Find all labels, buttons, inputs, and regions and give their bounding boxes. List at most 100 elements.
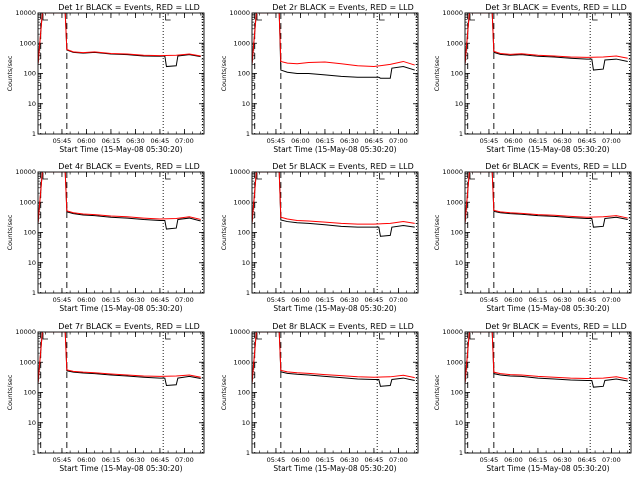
lld-series-line bbox=[252, 13, 415, 68]
x-tick-label: 05:45 bbox=[267, 296, 286, 304]
x-tick-label: 06:45 bbox=[151, 456, 170, 464]
y-axis-label: Counts/sec bbox=[433, 374, 441, 410]
x-tick-label: 07:00 bbox=[389, 456, 408, 464]
x-tick-label: 07:00 bbox=[602, 296, 621, 304]
chart-panel: Det 8r BLACK = Events, RED = LLD Counts/s… bbox=[220, 322, 419, 473]
chart-panel: Det 1r BLACK = Events, RED = LLD Counts/s… bbox=[6, 3, 205, 154]
x-tick-label: 06:30 bbox=[553, 456, 572, 464]
y-axis-label: Counts/sec bbox=[6, 214, 14, 250]
events-series-line bbox=[465, 332, 628, 388]
chart-title: Det 6r BLACK = Events, RED = LLD bbox=[485, 162, 627, 171]
x-tick-label: 05:45 bbox=[480, 137, 499, 145]
x-tick-label: 06:45 bbox=[365, 456, 384, 464]
chart-title: Det 5r BLACK = Events, RED = LLD bbox=[272, 162, 414, 171]
x-tick-label: 07:00 bbox=[602, 456, 621, 464]
chart-panel: Det 9r BLACK = Events, RED = LLD Counts/s… bbox=[433, 322, 632, 473]
x-tick-label: 06:00 bbox=[77, 456, 96, 464]
y-tick-label: 100 bbox=[24, 389, 36, 397]
y-tick-label: 1 bbox=[459, 289, 463, 297]
y-tick-label: 100 bbox=[451, 70, 463, 78]
x-tick-label: 06:15 bbox=[102, 137, 121, 145]
x-axis-label: Start Time (15-May-08 05:30:20) bbox=[486, 304, 609, 313]
x-axis-label: Start Time (15-May-08 05:30:20) bbox=[59, 145, 182, 154]
x-tick-label: 07:00 bbox=[175, 296, 194, 304]
x-tick-label: 06:15 bbox=[529, 456, 548, 464]
y-tick-label: 100 bbox=[238, 229, 250, 237]
x-tick-label: 05:45 bbox=[267, 456, 286, 464]
x-tick-label: 06:30 bbox=[126, 456, 145, 464]
events-series-line bbox=[465, 13, 628, 71]
x-tick-label: 06:00 bbox=[504, 456, 523, 464]
x-tick-label: 06:00 bbox=[291, 296, 310, 304]
x-tick-label: 06:15 bbox=[529, 137, 548, 145]
events-series-line bbox=[465, 172, 628, 228]
chart-panel: Det 2r BLACK = Events, RED = LLD Counts/s… bbox=[220, 3, 419, 154]
x-tick-label: 06:45 bbox=[151, 137, 170, 145]
top-bracket-mark bbox=[379, 333, 385, 340]
x-tick-label: 06:00 bbox=[504, 296, 523, 304]
y-tick-label: 1000 bbox=[19, 39, 36, 47]
y-tick-label: 1000 bbox=[19, 358, 36, 366]
y-tick-label: 1000 bbox=[19, 198, 36, 206]
y-tick-label: 10 bbox=[455, 259, 463, 267]
x-tick-label: 06:45 bbox=[365, 296, 384, 304]
x-axis-label: Start Time (15-May-08 05:30:20) bbox=[59, 464, 182, 473]
top-bracket-mark bbox=[42, 173, 48, 180]
x-tick-label: 06:15 bbox=[316, 296, 335, 304]
top-bracket-mark bbox=[592, 173, 598, 180]
top-bracket-mark bbox=[592, 14, 598, 21]
y-tick-label: 100 bbox=[24, 70, 36, 78]
x-tick-label: 06:30 bbox=[340, 456, 359, 464]
y-tick-label: 10000 bbox=[15, 9, 36, 17]
x-tick-label: 06:15 bbox=[316, 137, 335, 145]
lld-series-line bbox=[38, 13, 201, 65]
y-tick-label: 100 bbox=[451, 229, 463, 237]
x-tick-label: 06:45 bbox=[578, 296, 597, 304]
top-bracket-mark bbox=[165, 333, 171, 340]
plot-frame bbox=[464, 331, 632, 454]
top-bracket-mark bbox=[379, 14, 385, 21]
x-tick-label: 06:30 bbox=[126, 137, 145, 145]
events-series-line bbox=[252, 332, 415, 387]
y-axis-label: Counts/sec bbox=[433, 214, 441, 250]
chart-title: Det 1r BLACK = Events, RED = LLD bbox=[58, 3, 200, 12]
y-tick-label: 1000 bbox=[233, 39, 250, 47]
top-bracket-mark bbox=[165, 173, 171, 180]
x-tick-label: 06:00 bbox=[504, 137, 523, 145]
plot-frame bbox=[37, 171, 205, 294]
top-bracket-mark bbox=[42, 14, 48, 21]
x-tick-label: 06:45 bbox=[365, 137, 384, 145]
plot-frame bbox=[37, 331, 205, 454]
x-tick-label: 06:15 bbox=[102, 296, 121, 304]
y-tick-label: 10000 bbox=[229, 9, 250, 17]
y-tick-label: 1 bbox=[32, 130, 36, 138]
lld-series-line bbox=[38, 332, 201, 384]
chart-panel: Det 3r BLACK = Events, RED = LLD Counts/s… bbox=[433, 3, 632, 154]
x-tick-label: 06:30 bbox=[553, 296, 572, 304]
events-series-line bbox=[38, 332, 201, 387]
chart-title: Det 9r BLACK = Events, RED = LLD bbox=[485, 322, 627, 331]
y-tick-label: 10 bbox=[242, 419, 250, 427]
top-bracket-mark bbox=[469, 14, 475, 21]
y-axis-label: Counts/sec bbox=[6, 55, 14, 91]
top-bracket-mark bbox=[256, 14, 262, 21]
y-tick-label: 10 bbox=[455, 419, 463, 427]
lld-series-line bbox=[252, 332, 415, 384]
x-tick-label: 06:00 bbox=[291, 456, 310, 464]
y-tick-label: 10000 bbox=[15, 168, 36, 176]
y-tick-label: 100 bbox=[24, 229, 36, 237]
lld-series-line bbox=[465, 13, 628, 65]
x-axis-label: Start Time (15-May-08 05:30:20) bbox=[486, 464, 609, 473]
chart-panel: Det 4r BLACK = Events, RED = LLD Counts/s… bbox=[6, 162, 205, 313]
chart-title: Det 4r BLACK = Events, RED = LLD bbox=[58, 162, 200, 171]
y-tick-label: 100 bbox=[238, 389, 250, 397]
y-axis-label: Counts/sec bbox=[433, 55, 441, 91]
x-tick-label: 06:45 bbox=[151, 296, 170, 304]
y-tick-label: 100 bbox=[451, 389, 463, 397]
y-tick-label: 1000 bbox=[446, 358, 463, 366]
x-axis-label: Start Time (15-May-08 05:30:20) bbox=[273, 304, 396, 313]
top-bracket-mark bbox=[165, 14, 171, 21]
y-tick-label: 10 bbox=[28, 100, 36, 108]
top-bracket-mark bbox=[256, 333, 262, 340]
